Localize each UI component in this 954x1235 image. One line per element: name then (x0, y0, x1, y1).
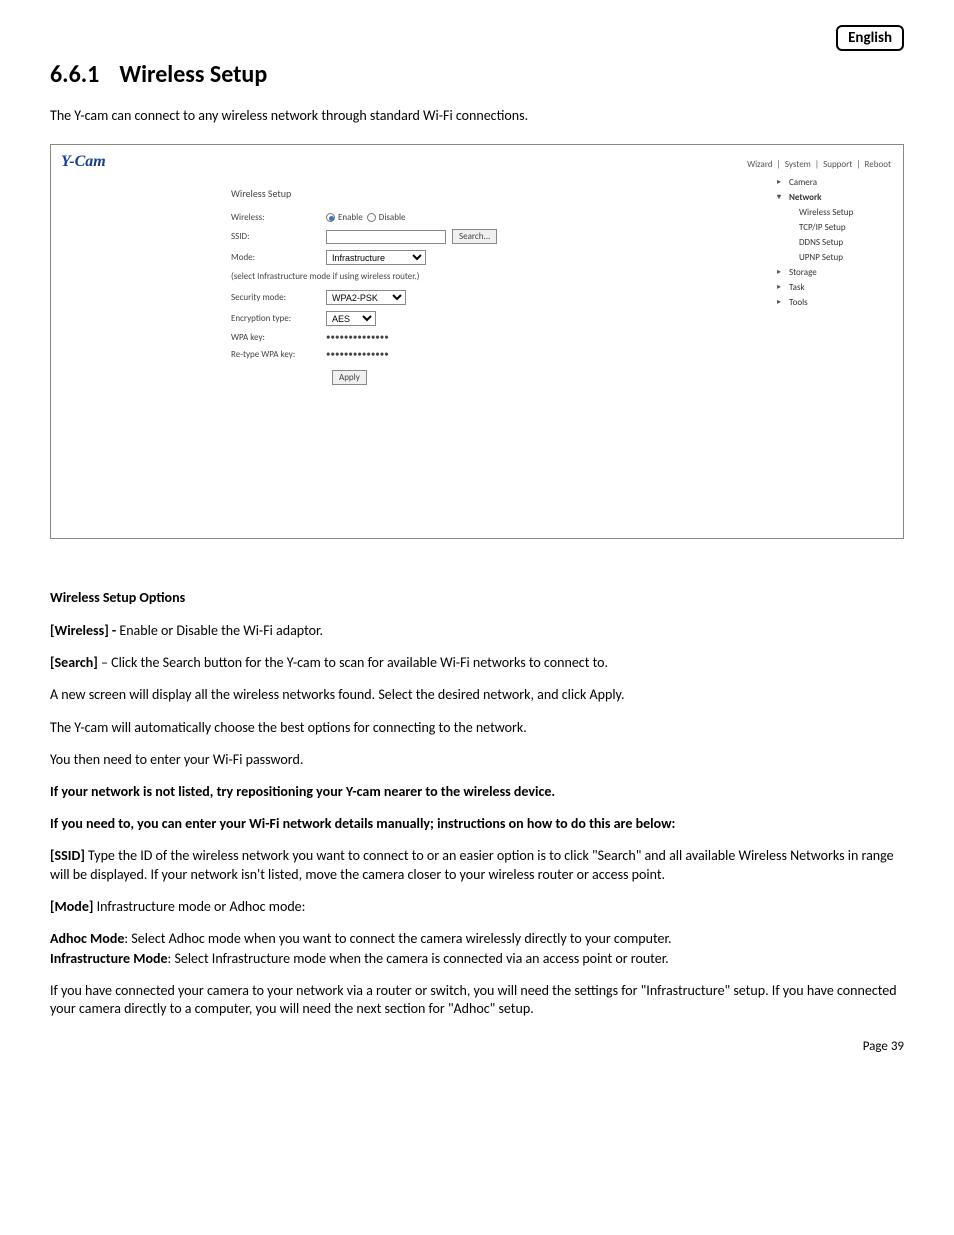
sidebar-item-storage[interactable]: Storage (775, 265, 895, 280)
wpa-value[interactable]: •••••••••••••• (326, 332, 389, 343)
ssid-input[interactable] (326, 230, 446, 244)
disable-label: Disable (379, 212, 406, 223)
sidebar-item-network[interactable]: Network (775, 190, 895, 205)
mode-label: Mode: (231, 252, 326, 263)
mode-select[interactable]: Infrastructure (326, 250, 426, 265)
para-reposition: If your network is not listed, try repos… (50, 783, 904, 801)
nav-support[interactable]: Support (821, 159, 854, 170)
encryption-select[interactable]: AES (326, 311, 376, 326)
retype-label: Re-type WPA key: (231, 349, 326, 360)
sidebar-item-camera[interactable]: Camera (775, 175, 895, 190)
form-title: Wireless Setup (231, 187, 497, 200)
para-connected: If you have connected your camera to you… (50, 982, 904, 1018)
ycam-logo: Y-Cam (61, 153, 106, 171)
mode-note: (select Infrastructure mode if using wir… (231, 271, 497, 282)
para-manual: If you need to, you can enter your Wi-Fi… (50, 815, 904, 833)
para-adhoc: Adhoc Mode: Select Adhoc mode when you w… (50, 930, 904, 948)
page-footer: Page 39 (50, 1039, 904, 1054)
retype-value[interactable]: •••••••••••••• (326, 349, 389, 360)
ssid-label: SSID: (231, 231, 326, 242)
wireless-form: Wireless Setup Wireless: Enable Disable … (231, 187, 497, 385)
top-nav: Wizard | System | Support | Reboot (745, 159, 893, 170)
para-wireless: [Wireless] - Enable or Disable the Wi-Fi… (50, 622, 904, 640)
config-screenshot: Y-Cam Wizard | System | Support | Reboot… (50, 144, 904, 539)
para-search: [Search] – Click the Search button for t… (50, 654, 904, 672)
disable-radio[interactable] (367, 213, 376, 222)
sidebar-item-task[interactable]: Task (775, 280, 895, 295)
options-heading: Wireless Setup Options (50, 589, 904, 606)
enable-radio[interactable] (326, 213, 335, 222)
sidebar-item-tcpip[interactable]: TCP/IP Setup (775, 220, 895, 235)
intro-paragraph: The Y-cam can connect to any wireless ne… (50, 107, 904, 124)
wireless-label: Wireless: (231, 212, 326, 223)
search-button[interactable]: Search... (452, 229, 497, 244)
security-label: Security mode: (231, 292, 326, 303)
para-mode: [Mode] Infrastructure mode or Adhoc mode… (50, 898, 904, 916)
para-infra: Infrastructure Mode: Select Infrastructu… (50, 950, 904, 968)
encryption-label: Encryption type: (231, 313, 326, 324)
sidebar-nav: Camera Network Wireless Setup TCP/IP Set… (775, 175, 895, 310)
para-auto: The Y-cam will automatically choose the … (50, 719, 904, 737)
wpa-label: WPA key: (231, 332, 326, 343)
nav-wizard[interactable]: Wizard (745, 159, 775, 170)
section-heading: 6.6.1 Wireless Setup (50, 60, 904, 89)
para-ssid: [SSID] Type the ID of the wireless netwo… (50, 847, 904, 883)
para-password: You then need to enter your Wi-Fi passwo… (50, 751, 904, 769)
sidebar-item-upnp[interactable]: UPNP Setup (775, 250, 895, 265)
security-select[interactable]: WPA2-PSK (326, 290, 406, 305)
section-number: 6.6.1 (50, 60, 99, 89)
enable-label: Enable (338, 212, 363, 223)
language-badge: English (836, 25, 904, 51)
sidebar-item-tools[interactable]: Tools (775, 295, 895, 310)
apply-button[interactable]: Apply (332, 370, 367, 385)
nav-system[interactable]: System (783, 159, 813, 170)
sidebar-item-ddns[interactable]: DDNS Setup (775, 235, 895, 250)
para-newscreen: A new screen will display all the wirele… (50, 686, 904, 704)
sidebar-item-wireless[interactable]: Wireless Setup (775, 205, 895, 220)
section-title-text: Wireless Setup (119, 60, 267, 89)
nav-reboot[interactable]: Reboot (863, 159, 893, 170)
